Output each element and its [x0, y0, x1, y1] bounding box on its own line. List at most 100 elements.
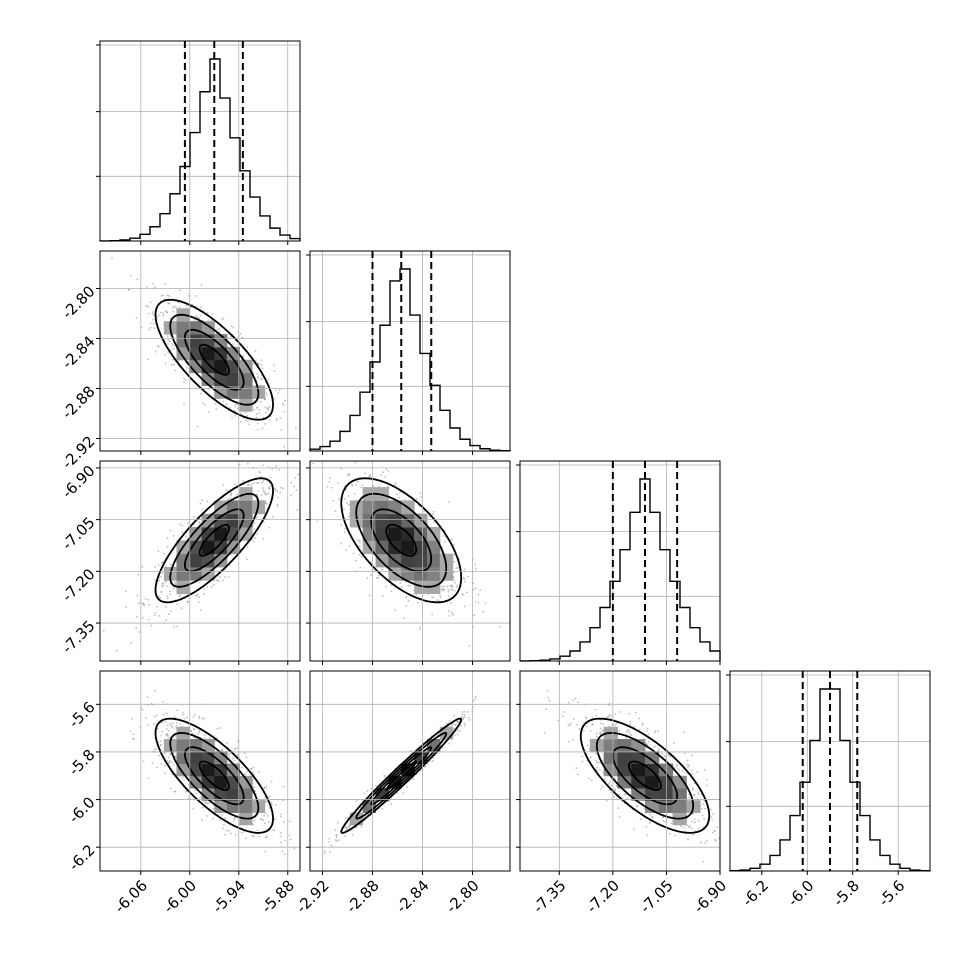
x-tick-label: -5.88 [258, 877, 298, 917]
scatter-point [447, 588, 450, 591]
scatter-point [463, 710, 466, 713]
scatter-point [236, 753, 239, 756]
scatter-point [181, 713, 184, 716]
scatter-point [654, 745, 657, 748]
scatter-point [149, 326, 152, 329]
scatter-point [279, 417, 282, 419]
scatter-point [647, 741, 650, 744]
x-tick-label: -6.06 [111, 877, 151, 917]
scatter-point [283, 853, 286, 856]
scatter-point [166, 302, 169, 304]
scatter-point [691, 827, 693, 830]
density-cell [214, 775, 228, 789]
scatter-point [456, 586, 458, 589]
scatter-point [167, 351, 170, 354]
scatter-point [641, 724, 644, 727]
scatter-point [700, 841, 703, 844]
scatter-point [168, 340, 171, 343]
scatter-point [259, 401, 262, 403]
scatter-point [334, 510, 337, 513]
density-cell [201, 513, 215, 528]
scatter-point [572, 718, 575, 720]
scatter-point [458, 730, 461, 733]
scatter-point [166, 537, 169, 540]
y-tick-label: -7.05 [58, 513, 98, 553]
scatter-point [629, 723, 632, 726]
scatter-point [265, 493, 268, 496]
scatter-point [569, 722, 572, 725]
scatter-point [175, 724, 178, 727]
scatter-point [203, 737, 206, 739]
scatter-point [627, 729, 630, 732]
scatter-point [234, 405, 237, 408]
scatter-point [703, 799, 706, 802]
scatter-point [447, 742, 450, 745]
scatter-point [226, 742, 229, 745]
density-cell [672, 775, 687, 789]
scatter-point [603, 777, 605, 780]
density-cell [201, 775, 215, 789]
scatter-point [557, 719, 559, 722]
scatter-point [157, 314, 160, 317]
scatter-point [351, 833, 354, 836]
scatter-point [153, 715, 156, 718]
scatter-point [147, 603, 150, 606]
scatter-point [715, 839, 717, 842]
scatter-point [420, 495, 422, 498]
scatter-point [268, 821, 271, 824]
scatter-point [239, 547, 242, 550]
scatter-point [628, 712, 631, 715]
scatter-point [702, 860, 705, 863]
scatter-point [327, 840, 330, 843]
scatter-point [168, 729, 170, 732]
scatter-point [329, 851, 331, 854]
scatter-point [415, 594, 418, 597]
scatter-point [634, 711, 637, 714]
contour-line [169, 731, 260, 820]
density-cell [414, 513, 428, 528]
scatter-point [173, 716, 176, 719]
scatter-point [463, 713, 466, 716]
scatter-point [447, 590, 450, 593]
scatter-point [712, 813, 714, 815]
density-cell [226, 788, 240, 801]
scatter-point [252, 786, 255, 789]
scatter-point [166, 733, 169, 735]
scatter-point [147, 598, 150, 601]
scatter-point [477, 593, 480, 596]
density-plot-area [323, 695, 477, 855]
scatter-point [759, 839, 761, 841]
scatter-point [234, 483, 236, 486]
scatter-point [704, 807, 706, 810]
contour-line [370, 746, 433, 806]
scatter-point [253, 540, 255, 543]
scatter-point [219, 330, 221, 333]
scatter-point [399, 582, 402, 584]
scatter-point [274, 389, 277, 392]
scatter-point [351, 829, 353, 832]
scatter-point [244, 837, 247, 840]
scatter-point [260, 363, 263, 366]
scatter-point [301, 473, 303, 475]
scatter-point [444, 739, 447, 742]
scatter-point [267, 492, 270, 495]
scatter-point [192, 807, 195, 810]
scatter-point [448, 720, 451, 722]
density-cell [189, 540, 203, 555]
scatter-point [701, 807, 703, 810]
scatter-point [197, 601, 200, 603]
scatter-point [316, 520, 319, 523]
scatter-point [432, 510, 435, 513]
scatter-point [270, 802, 273, 804]
scatter-point [323, 850, 326, 853]
x-tick-label: -5.8 [830, 877, 863, 910]
density-plot-area [111, 257, 297, 448]
scatter-point [441, 585, 443, 588]
scatter-point [234, 403, 237, 406]
scatter-point [588, 777, 590, 780]
scatter-point [343, 497, 346, 500]
density-plot-area [102, 461, 303, 652]
scatter-point [163, 764, 166, 767]
y-tick-label: -2.84 [58, 332, 98, 372]
